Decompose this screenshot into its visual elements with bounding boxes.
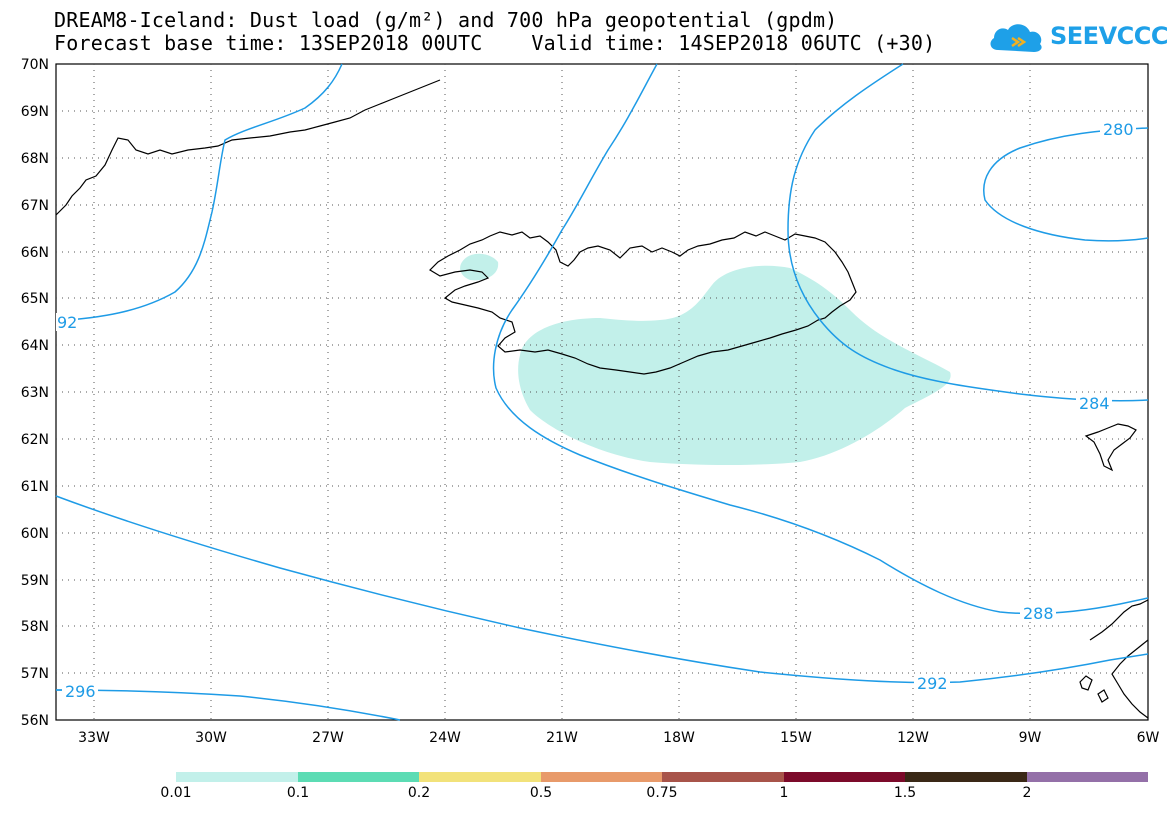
lon-label: 15W — [780, 730, 812, 746]
lon-label: 33W — [78, 730, 110, 746]
map-subtitle: Forecast base time: 13SEP2018 00UTC Vali… — [54, 31, 936, 55]
lat-label: 64N — [21, 338, 49, 354]
legend-swatch — [419, 772, 541, 782]
map-title: DREAM8-Iceland: Dust load (g/m²) and 700… — [54, 8, 838, 32]
lon-label: 6W — [1137, 730, 1160, 746]
lat-label: 63N — [21, 385, 49, 401]
lon-label: 27W — [312, 730, 344, 746]
legend-label: 0.75 — [646, 785, 678, 801]
legend-swatch — [662, 772, 784, 782]
lon-label: 12W — [897, 730, 929, 746]
contour-288-iceland — [492, 63, 1149, 615]
iceland-coast — [429, 231, 857, 375]
geopotential-contours — [55, 63, 1149, 721]
dust-load-area-small — [460, 253, 499, 281]
faroe-coast — [1084, 423, 1137, 472]
contour-296 — [55, 689, 401, 721]
legend-swatch — [540, 772, 662, 782]
legend-swatch — [176, 772, 298, 782]
lat-label: 61N — [21, 479, 49, 495]
legend-label: 1 — [779, 785, 789, 801]
lat-label: 70N — [21, 57, 49, 73]
legend-label: 0.2 — [407, 785, 431, 801]
greenland-coast — [55, 79, 441, 216]
gridlines — [56, 64, 1148, 720]
legend-label: 2 — [1022, 785, 1032, 801]
dust-load-area — [518, 265, 951, 465]
lat-label: 59N — [21, 573, 49, 589]
legend-label: 0.01 — [160, 785, 192, 801]
lon-label: 21W — [546, 730, 578, 746]
contour-292-west — [55, 63, 343, 322]
contour-label-288: 288 — [1023, 604, 1054, 623]
lat-label: 60N — [21, 526, 49, 542]
legend-swatch — [1026, 772, 1148, 782]
contour-280 — [983, 127, 1149, 242]
lat-label: 58N — [21, 619, 49, 635]
logo-text: SEEVCCC — [1050, 22, 1169, 50]
lat-label: 57N — [21, 666, 49, 682]
contour-292-south — [55, 495, 1149, 684]
lat-label: 62N — [21, 432, 49, 448]
colorbar-legend — [176, 772, 1148, 782]
legend-swatch — [905, 772, 1027, 782]
contour-label-280: 280 — [1103, 120, 1134, 139]
lat-label: 69N — [21, 104, 49, 120]
lat-label: 66N — [21, 245, 49, 261]
lon-label: 24W — [429, 730, 461, 746]
scotland-coast — [1089, 599, 1149, 719]
contour-284 — [787, 63, 1149, 402]
lat-label: 67N — [21, 198, 49, 214]
longitude-labels: 33W 30W 27W 24W 21W 18W 15W 12W 9W 6W — [78, 730, 1159, 746]
legend-swatch — [297, 772, 419, 782]
lat-label: 56N — [21, 713, 49, 729]
lon-label: 18W — [663, 730, 695, 746]
legend-swatch — [783, 772, 905, 782]
lat-label: 68N — [21, 151, 49, 167]
legend-label: 0.1 — [286, 785, 310, 801]
coastlines — [55, 79, 1149, 719]
contour-label-296: 296 — [65, 682, 96, 701]
legend-label: 0.5 — [529, 785, 553, 801]
contour-labels: 280 284 288 92 292 296 — [56, 120, 1136, 701]
lon-label: 9W — [1019, 730, 1042, 746]
legend-label: 1.5 — [893, 785, 917, 801]
contour-label-292-south: 292 — [917, 674, 948, 693]
cloud-logo-icon — [990, 24, 1042, 52]
contour-label-284: 284 — [1079, 394, 1110, 413]
contour-label-292-west: 92 — [57, 313, 77, 332]
latitude-labels: 70N 69N 68N 67N 66N 65N 64N 63N 62N 61N … — [21, 57, 49, 729]
lat-label: 65N — [21, 291, 49, 307]
lon-label: 30W — [195, 730, 227, 746]
hebrides-coast — [1079, 675, 1109, 703]
